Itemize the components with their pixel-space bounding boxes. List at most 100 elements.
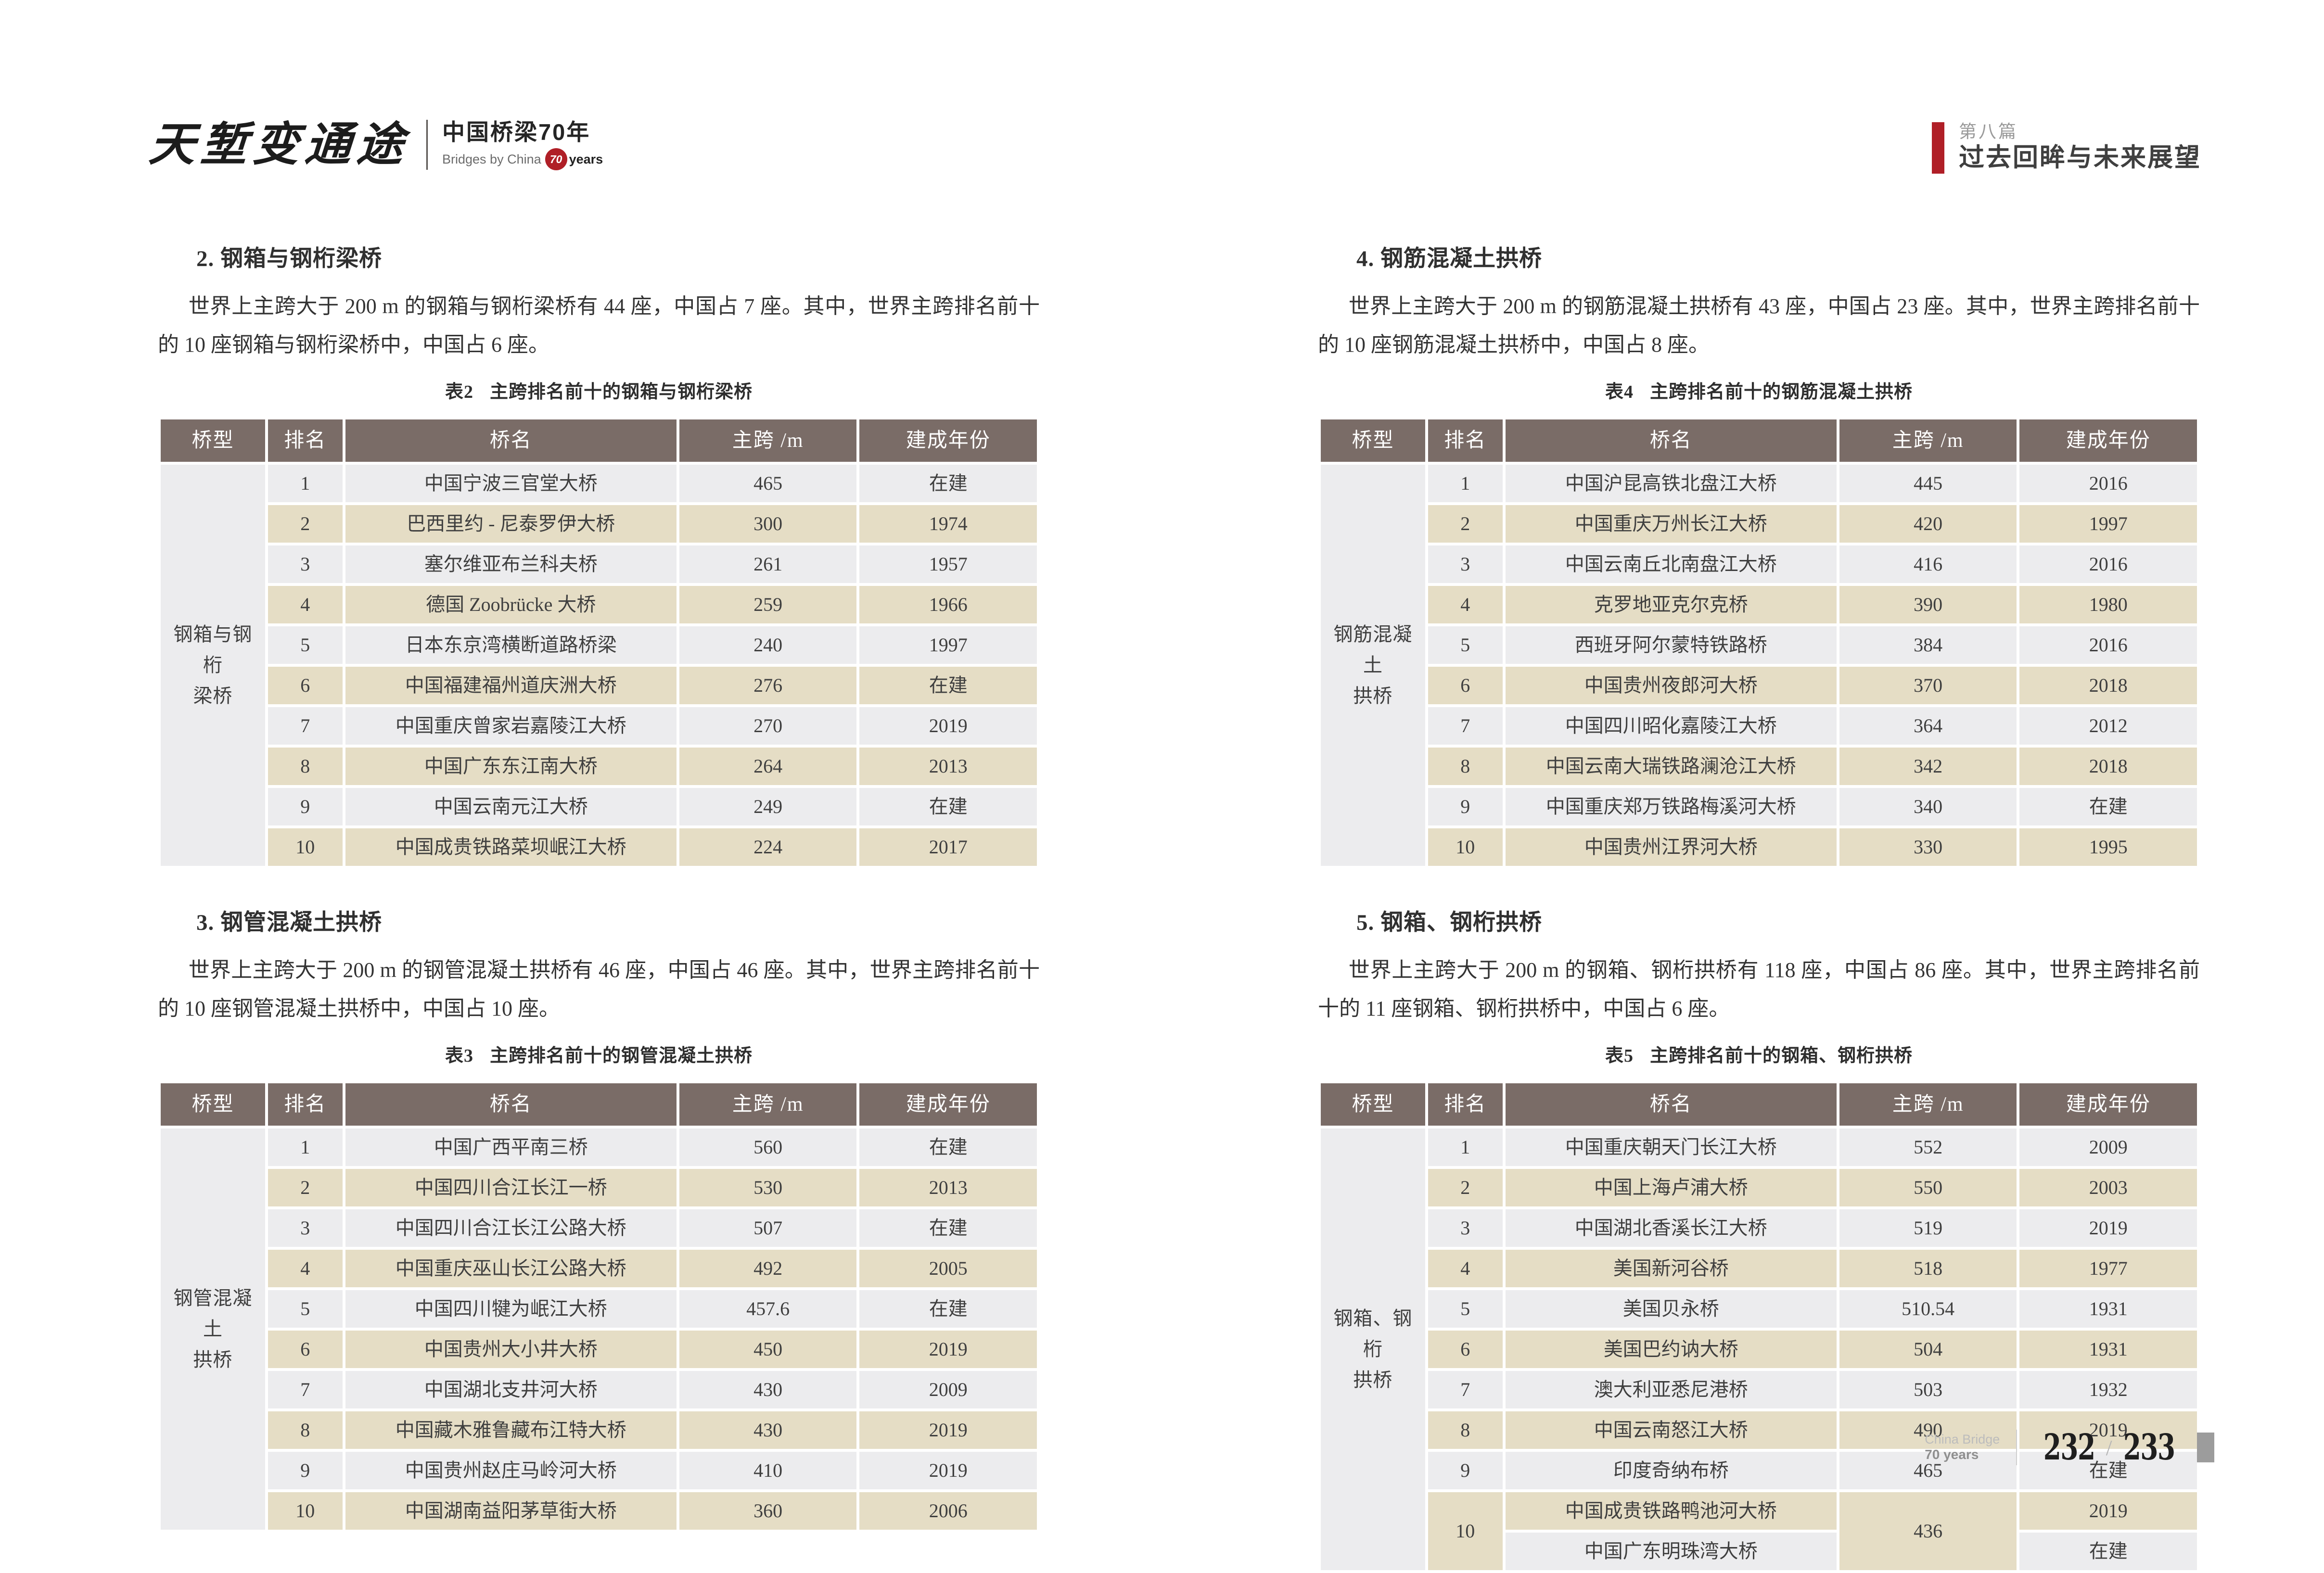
column-header-4: 建成年份 — [2017, 1080, 2200, 1129]
table-row: 5 中国四川犍为岷江大桥 457.6 在建 — [159, 1287, 1040, 1331]
year-built-cell: 2005 — [856, 1247, 1040, 1291]
rank-cell: 4 — [1425, 583, 1506, 627]
rank-cell: 7 — [265, 1368, 345, 1412]
main-span-cell: 240 — [676, 623, 860, 667]
main-span-cell: 445 — [1836, 462, 2020, 506]
logo-calligraphy: 天堑变通途 — [147, 119, 411, 171]
table-row: 2 中国上海卢浦大桥 550 2003 — [1319, 1166, 2200, 1210]
rank-cell: 5 — [1425, 623, 1506, 667]
table-row: 9 印度奇纳布桥 465 在建 — [1319, 1449, 2200, 1493]
table-row: 10 中国湖南益阳茅草街大桥 360 2006 — [159, 1489, 1040, 1533]
main-span-cell: 264 — [676, 745, 860, 788]
year-built-cell: 在建 — [856, 664, 1040, 708]
table-row: 8 中国广东东江南大桥 264 2013 — [159, 745, 1040, 788]
table-row: 8 中国云南大瑞铁路澜沧江大桥 342 2018 — [1319, 745, 2200, 788]
section-heading: 5. 钢箱、钢桁拱桥 — [1356, 910, 1542, 936]
table-row: 2 巴西里约 - 尼泰罗伊大桥 300 1974 — [159, 502, 1040, 546]
rank-cell: 10 — [1425, 1489, 1506, 1573]
chapter-header: 第八篇 过去回眸与未来展望 — [1932, 122, 2201, 174]
table-row: 6 中国贵州夜郎河大桥 370 2018 — [1319, 664, 2200, 708]
year-built-cell: 1980 — [2017, 583, 2200, 627]
page-numbers: 232 / 233 — [2033, 1430, 2184, 1465]
anniversary-70-badge: 70 — [545, 148, 567, 171]
year-built-cell: 1966 — [856, 583, 1040, 627]
main-span-cell: 224 — [676, 825, 860, 869]
column-header-0: 桥型 — [158, 1080, 268, 1129]
table-steel-box-truss-arch-bridges: 桥型 排名 桥名 主跨 /m 建成年份 钢箱、钢桁 拱桥 1 中国重庆朝天门长江大桥 552 200… — [1318, 1080, 2200, 1573]
bridge-name-cell: 中国四川合江长江一桥 — [342, 1166, 679, 1210]
bridge-name-cell: 中国广东明珠湾大桥 — [1502, 1530, 1839, 1573]
rank-cell: 6 — [1425, 664, 1506, 708]
table-row: 9 中国贵州赵庄马岭河大桥 410 2019 — [159, 1449, 1040, 1493]
main-span-cell: 510.54 — [1836, 1287, 2020, 1331]
page-content: 2. 钢箱与钢桁梁桥 世界上主跨大于 200 m 的钢箱与钢桁梁桥有 44 座，… — [158, 240, 2200, 1573]
year-built-cell: 1995 — [2017, 825, 2200, 869]
year-built-cell: 1974 — [856, 502, 1040, 546]
table-row: 9 中国重庆郑万铁路梅溪河大桥 340 在建 — [1319, 785, 2200, 829]
table-row: 10 中国贵州江界河大桥 330 1995 — [1319, 825, 2200, 869]
year-built-cell: 2019 — [2017, 1206, 2200, 1250]
rank-cell: 2 — [1425, 1166, 1506, 1210]
column-header-0: 桥型 — [1318, 417, 1428, 465]
table-row: 10 中国成贵铁路菜坝岷江大桥 224 2017 — [159, 825, 1040, 869]
column-header-4: 建成年份 — [856, 417, 1040, 465]
table-caption: 表3 主跨排名前十的钢管混凝土拱桥 — [158, 1040, 1040, 1067]
page-number-left: 232 — [2043, 1427, 2095, 1468]
bridge-name-cell: 中国重庆郑万铁路梅溪河大桥 — [1502, 785, 1839, 829]
main-span-cell: 552 — [1836, 1126, 2020, 1169]
bridge-name-cell: 中国宁波三官堂大桥 — [342, 462, 679, 506]
column-header-1: 排名 — [265, 1080, 345, 1129]
bridge-name-cell: 中国成贵铁路菜坝岷江大桥 — [342, 825, 679, 869]
column-header-3: 主跨 /m — [676, 417, 860, 465]
main-span-cell: 342 — [1836, 745, 2020, 788]
rank-cell: 9 — [1425, 785, 1506, 829]
table-row: 5 西班牙阿尔蒙特铁路桥 384 2016 — [1319, 623, 2200, 667]
section-paragraph: 世界上主跨大于 200 m 的钢箱、钢桁拱桥有 118 座，中国占 86 座。其… — [1318, 958, 2200, 1021]
column-header-2: 桥名 — [1502, 417, 1839, 465]
logo-subtitle-text: Bridges by China — [442, 152, 541, 166]
column-header-2: 桥名 — [1502, 1080, 1839, 1129]
column-header-2: 桥名 — [342, 1080, 679, 1129]
rank-cell: 3 — [1425, 543, 1506, 586]
main-span-cell: 503 — [1836, 1368, 2020, 1412]
rank-cell: 6 — [1425, 1328, 1506, 1371]
year-built-cell: 2016 — [2017, 543, 2200, 586]
main-span-cell: 420 — [1836, 502, 2020, 546]
bridge-name-cell: 克罗地亚克尔克桥 — [1502, 583, 1839, 627]
rank-cell: 9 — [265, 1449, 345, 1493]
main-span-cell: 360 — [676, 1489, 860, 1533]
bridge-name-cell: 中国湖北香溪长江大桥 — [1502, 1206, 1839, 1250]
rank-cell: 8 — [1425, 1408, 1506, 1452]
main-span-cell: 384 — [1836, 623, 2020, 667]
rank-cell: 7 — [1425, 1368, 1506, 1412]
year-built-cell: 2019 — [856, 1449, 1040, 1493]
year-built-cell: 在建 — [2017, 1530, 2200, 1573]
table-row: 5 美国贝永桥 510.54 1931 — [1319, 1287, 2200, 1331]
year-built-cell: 1997 — [2017, 502, 2200, 546]
bridge-name-cell: 中国贵州大小井大桥 — [342, 1328, 679, 1371]
rank-cell: 9 — [265, 785, 345, 829]
bridge-name-cell: 中国四川合江长江公路大桥 — [342, 1206, 679, 1250]
bridge-name-cell: 中国云南大瑞铁路澜沧江大桥 — [1502, 745, 1839, 788]
table-row: 6 中国贵州大小井大桥 450 2019 — [159, 1328, 1040, 1371]
year-built-cell: 2019 — [856, 1408, 1040, 1452]
main-span-cell: 276 — [676, 664, 860, 708]
rank-cell: 3 — [1425, 1206, 1506, 1250]
table-row: 4 克罗地亚克尔克桥 390 1980 — [1319, 583, 2200, 627]
rank-cell: 4 — [265, 583, 345, 627]
bridge-name-cell: 中国成贵铁路鸭池河大桥 — [1502, 1489, 1839, 1533]
column-header-1: 排名 — [1425, 417, 1506, 465]
column-header-3: 主跨 /m — [676, 1080, 860, 1129]
main-span-cell: 364 — [1836, 704, 2020, 748]
year-built-cell: 在建 — [856, 462, 1040, 506]
bridge-name-cell: 中国重庆朝天门长江大桥 — [1502, 1126, 1839, 1169]
rank-cell: 1 — [265, 462, 345, 506]
rank-cell: 3 — [265, 1206, 345, 1250]
column-header-1: 排名 — [265, 417, 345, 465]
bridge-name-cell: 中国贵州赵庄马岭河大桥 — [342, 1449, 679, 1493]
year-built-cell: 2009 — [2017, 1126, 2200, 1169]
table-row: 3 中国云南丘北南盘江大桥 416 2016 — [1319, 543, 2200, 586]
bridge-name-cell: 中国云南怒江大桥 — [1502, 1408, 1839, 1452]
year-built-cell: 在建 — [856, 1206, 1040, 1250]
rank-cell: 1 — [265, 1126, 345, 1169]
